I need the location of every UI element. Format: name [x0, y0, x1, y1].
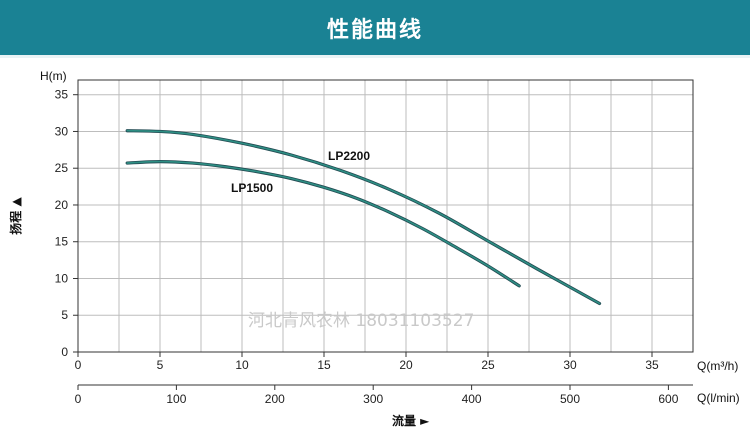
x2-tick-label: 400 [462, 392, 482, 406]
series-line-lp2200 [126, 129, 601, 305]
banner-divider [0, 55, 750, 58]
x-axis-label: Q(m³/h) [697, 359, 738, 373]
x2-tick-label: 300 [363, 392, 383, 406]
y-tick-label: 25 [55, 161, 69, 175]
x-tick-label: 10 [235, 358, 249, 372]
x-tick-label: 20 [399, 358, 413, 372]
x2-tick-label: 100 [166, 392, 186, 406]
x-tick-label: 0 [75, 358, 82, 372]
x2-tick-label: 200 [265, 392, 285, 406]
series-line-lp1500 [126, 160, 520, 287]
title-banner: 性能曲线 [0, 0, 750, 55]
series-label-lp1500: LP1500 [231, 181, 273, 195]
y-tick-label: 10 [55, 271, 69, 285]
y-tick-label: 15 [55, 235, 69, 249]
y-tick-label: 20 [55, 198, 69, 212]
x2-axis-label: Q(l/min) [697, 391, 740, 405]
y-axis-side-label: 扬程 ▲ [8, 197, 23, 235]
x-tick-label: 25 [481, 358, 495, 372]
x-tick-label: 5 [157, 358, 164, 372]
x2-tick-label: 500 [560, 392, 580, 406]
y-tick-label: 5 [61, 308, 68, 322]
x-tick-label: 30 [563, 358, 577, 372]
y-axis-label: H(m) [40, 69, 67, 83]
y-tick-label: 30 [55, 124, 69, 138]
x2-tick-label: 600 [658, 392, 678, 406]
y-tick-label: 0 [61, 345, 68, 359]
plot-frame [77, 79, 694, 353]
series-label-lp2200: LP2200 [328, 149, 370, 163]
x-tick-label: 35 [645, 358, 659, 372]
watermark-text: 河北青风农林 18031103527 [248, 311, 474, 331]
x-axis-bottom-label: 流量 ► [392, 413, 430, 428]
x-tick-label: 15 [317, 358, 331, 372]
page-title: 性能曲线 [326, 17, 423, 43]
x2-tick-label: 0 [75, 392, 82, 406]
y-tick-label: 35 [55, 88, 69, 102]
